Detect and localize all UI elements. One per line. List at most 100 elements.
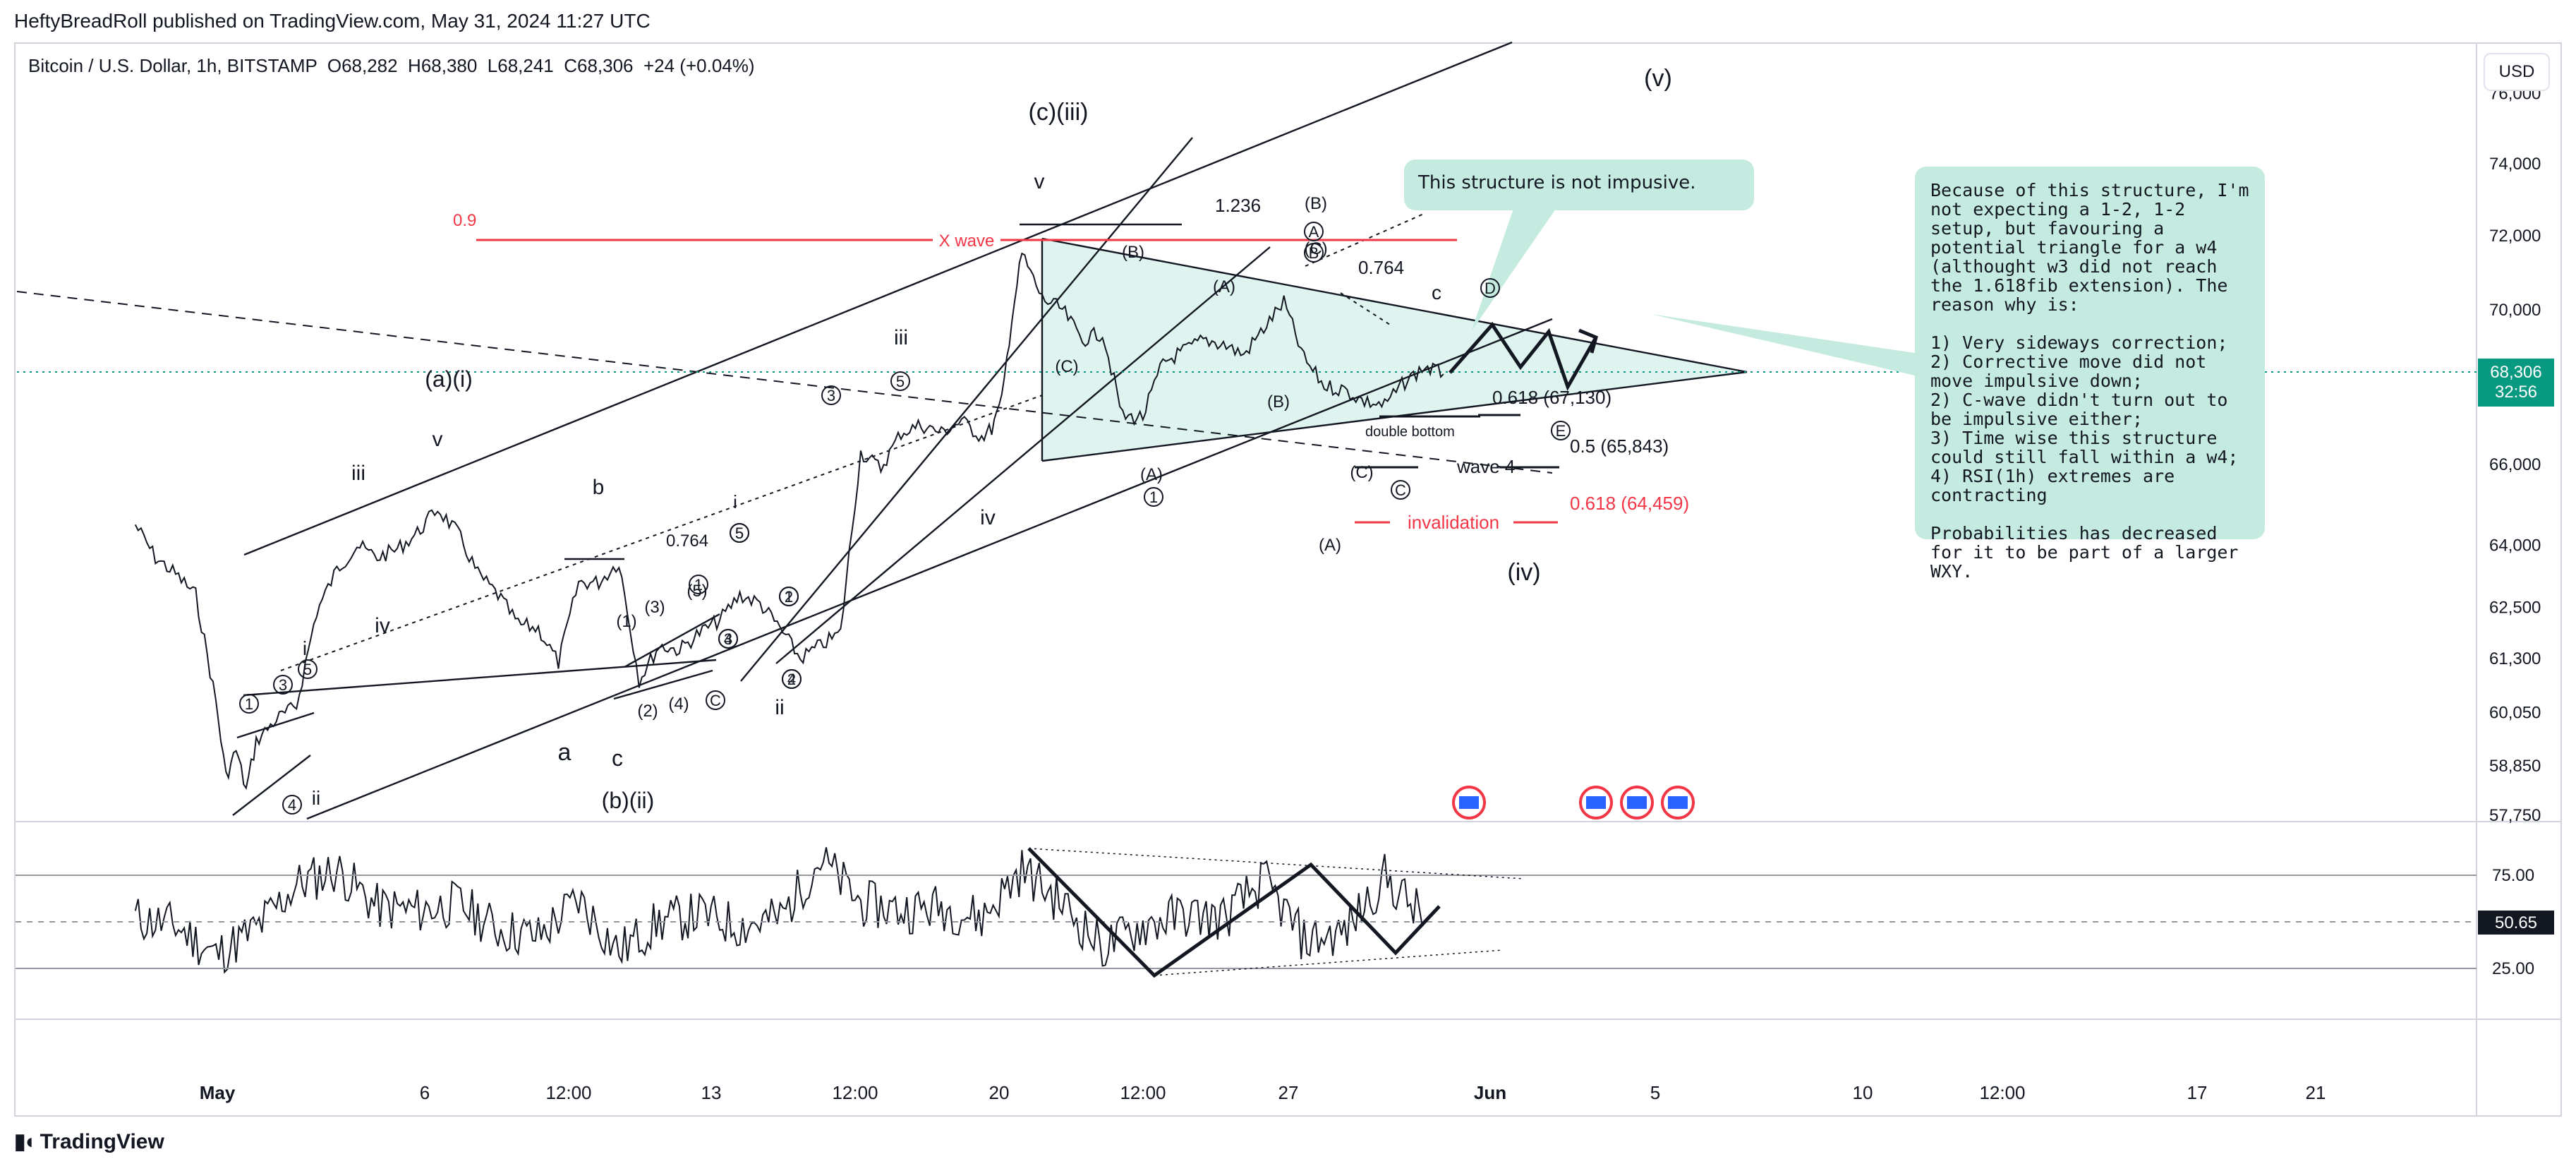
fib-label: 1.236 xyxy=(1215,195,1261,216)
circled-wave-text: 1 xyxy=(245,695,253,713)
flag-icon xyxy=(1586,796,1606,809)
circled-wave-label: 5 xyxy=(298,659,318,679)
tradingview-logo-text: TradingView xyxy=(40,1129,164,1153)
price-tick-label: 62,500 xyxy=(2489,599,2541,618)
price-axis[interactable]: 76,00074,00072,00070,00068,00066,00064,0… xyxy=(2489,85,2541,825)
wave-label: (c)(iii) xyxy=(1029,99,1089,126)
fib-label: 0.9 xyxy=(453,211,476,230)
circled-wave-label: D xyxy=(1480,278,1500,298)
circled-wave-text: 5 xyxy=(735,524,744,542)
fib-label: double bottom xyxy=(1365,424,1455,440)
wave-label: iv xyxy=(375,614,390,637)
circled-wave-text: C xyxy=(710,692,721,709)
price-line xyxy=(134,252,1444,791)
circled-wave-label: B xyxy=(1304,243,1324,263)
wave-label: ii xyxy=(312,787,320,809)
wave-label: i xyxy=(303,637,307,659)
paren-wave-label: (A) xyxy=(1140,465,1163,484)
paren-wave-label: (A) xyxy=(1319,536,1341,555)
triangle-fill xyxy=(1042,239,1747,461)
publisher-credit: HeftyBreadRoll published on TradingView.… xyxy=(14,10,651,32)
time-tick-label: 12:00 xyxy=(1979,1082,2025,1103)
wave-label: (v) xyxy=(1644,65,1672,92)
paren-wave-label: (2) xyxy=(637,702,658,721)
circled-wave-label: 5 xyxy=(730,523,749,543)
projection-zigzag xyxy=(1449,321,1598,392)
callout-pointer xyxy=(1651,314,1915,376)
circled-wave-label: 5 xyxy=(890,371,910,391)
rsi-tick-label: 75.00 xyxy=(2492,866,2534,885)
time-tick-label: Jun xyxy=(1474,1082,1506,1103)
callout-pointer xyxy=(1471,209,1556,332)
paren-wave-label: (C) xyxy=(1350,463,1373,482)
rsi-trendlines xyxy=(1027,847,1525,978)
circled-wave-label: 2 xyxy=(779,587,799,606)
chart-frame xyxy=(14,42,2562,1117)
rsi-value-tag: 50.65 xyxy=(2478,911,2554,935)
circled-wave-text: 2 xyxy=(787,671,796,688)
time-tick-label: 20 xyxy=(989,1082,1010,1103)
tradingview-logo[interactable]: ▮◖ TradingView xyxy=(14,1129,164,1154)
time-tick-label: 12:00 xyxy=(1120,1082,1166,1103)
circled-wave-text: 4 xyxy=(787,671,796,688)
flag-icon xyxy=(1459,796,1479,809)
time-tick-label: 21 xyxy=(2306,1082,2326,1103)
wave-label: ii xyxy=(775,696,784,719)
rsi-axis[interactable]: 75.00 25.00 xyxy=(2492,866,2534,978)
circled-wave-text: 5 xyxy=(896,373,905,390)
time-tick-label: 10 xyxy=(1853,1082,1873,1103)
rsi-tick-label: 25.00 xyxy=(2492,959,2534,978)
time-tick-label: 12:00 xyxy=(545,1082,591,1103)
paren-wave-label: (3) xyxy=(644,598,665,617)
current-price-value: 68,306 xyxy=(2490,363,2542,382)
wave-label: (b)(ii) xyxy=(602,788,655,813)
flag-icon xyxy=(1627,796,1647,809)
circled-wave-label: 3 xyxy=(821,385,841,405)
rsi-series xyxy=(134,847,1426,974)
trendlines xyxy=(232,41,1748,820)
price-tick-label: 60,050 xyxy=(2489,704,2541,723)
symbol-info: Bitcoin / U.S. Dollar, 1h, BITSTAMP O68,… xyxy=(28,55,755,76)
bar-countdown: 32:56 xyxy=(2494,383,2538,402)
wave-label: iii xyxy=(351,462,365,485)
circled-wave-label: A xyxy=(1304,222,1324,241)
time-tick-label: 12:00 xyxy=(832,1082,878,1103)
time-tick-label: 17 xyxy=(2187,1082,2208,1103)
wave-label: i xyxy=(733,491,737,512)
circled-wave-label: 1 xyxy=(239,694,259,714)
currency-button[interactable]: USD xyxy=(2484,53,2550,91)
time-tick-label: 6 xyxy=(420,1082,430,1103)
circled-wave-text: D xyxy=(1484,280,1496,297)
circled-wave-text: 4 xyxy=(288,796,296,814)
circled-wave-label: 3 xyxy=(718,629,738,649)
event-icons[interactable] xyxy=(1452,786,1695,819)
wave-label: iv xyxy=(980,506,996,529)
fib-label: 0.764 xyxy=(666,532,708,551)
tradingview-logo-icon: ▮◖ xyxy=(14,1130,36,1153)
price-tick-label: 58,850 xyxy=(2489,757,2541,776)
circled-wave-text: E xyxy=(1556,422,1566,440)
time-axis[interactable]: May 6 12:00 13 12:00 20 12:00 27 Jun 5 10 12:00 17 21 xyxy=(200,1082,2326,1103)
wave-label: b xyxy=(593,476,605,499)
time-tick-label: 13 xyxy=(701,1082,722,1103)
rsi-guides xyxy=(16,875,2477,969)
paren-wave-label: (C) xyxy=(1055,357,1078,376)
projection-arrowhead xyxy=(1578,328,1598,354)
fib-lines xyxy=(476,239,1559,524)
wave-label: v xyxy=(433,428,443,451)
circled-wave-text: 1 xyxy=(1149,488,1158,506)
price-tick-label: 64,000 xyxy=(2489,536,2541,555)
circled-wave-label: 4 xyxy=(782,669,802,689)
circled-wave-text: 4 xyxy=(724,630,732,648)
circled-wave-text: C xyxy=(1395,481,1406,499)
circled-wave-text: 2 xyxy=(785,588,793,606)
circled-wave-text: 3 xyxy=(827,387,835,404)
circled-wave-label: 4 xyxy=(282,795,302,815)
circled-wave-label: E xyxy=(1551,421,1571,440)
price-tick-label: 66,000 xyxy=(2489,455,2541,474)
wave-label: (iv) xyxy=(1507,559,1540,586)
circled-wave-label: C xyxy=(1391,480,1410,500)
wave-label: c xyxy=(1432,282,1441,304)
time-tick-label: May xyxy=(200,1082,236,1103)
